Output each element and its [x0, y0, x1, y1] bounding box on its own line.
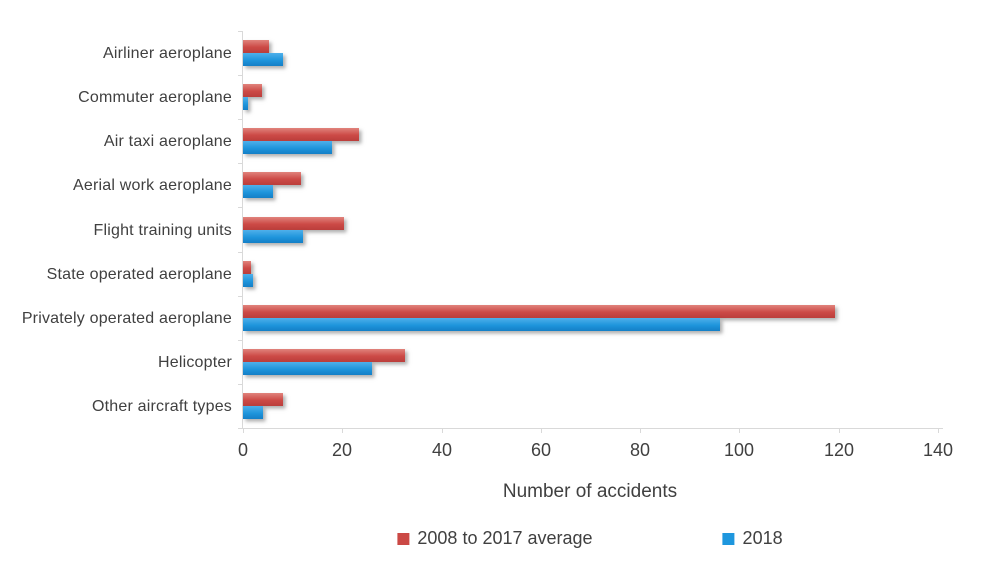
bar-2018	[243, 318, 720, 331]
bar-2018	[243, 230, 303, 243]
bar-2018	[243, 141, 332, 154]
x-tick-label: 20	[331, 440, 353, 460]
x-tick-label: 60	[530, 440, 552, 460]
x-axis-tick	[839, 428, 840, 433]
bar-2018	[243, 274, 253, 287]
legend-label-2018: 2018	[742, 528, 783, 548]
y-axis-tick	[238, 207, 242, 208]
x-axis-tick	[640, 428, 641, 433]
legend-item-2018: 2018	[722, 528, 783, 549]
category-label: Privately operated aeroplane	[21, 310, 232, 327]
bar-average	[243, 172, 301, 185]
x-axis-tick	[541, 428, 542, 433]
bar-average	[243, 217, 344, 230]
x-tick-label: 40	[431, 440, 453, 460]
bar-average	[243, 40, 269, 53]
bar-average	[243, 128, 359, 141]
y-axis-line	[242, 31, 243, 428]
y-axis-tick	[238, 296, 242, 297]
x-tick-label: 120	[823, 440, 855, 460]
bar-2018	[243, 406, 263, 419]
y-axis-tick	[238, 340, 242, 341]
category-label: Flight training units	[93, 222, 232, 239]
x-axis-tick	[342, 428, 343, 433]
y-axis-tick	[238, 252, 242, 253]
bar-average	[243, 261, 251, 274]
legend-swatch-blue-icon	[722, 532, 735, 545]
bar-average	[243, 84, 262, 97]
category-label: Commuter aeroplane	[78, 89, 232, 106]
legend-item-average: 2008 to 2017 average	[397, 528, 593, 549]
x-tick-label: 100	[723, 440, 755, 460]
y-axis-tick	[238, 119, 242, 120]
legend: 2008 to 2017 average 2018	[397, 528, 783, 549]
x-axis-title: Number of accidents	[502, 481, 678, 502]
x-axis-line	[238, 428, 943, 429]
legend-swatch-red-icon	[397, 532, 410, 545]
category-label: State operated aeroplane	[46, 266, 232, 283]
y-axis-tick	[238, 31, 242, 32]
bar-2018	[243, 362, 372, 375]
bar-2018	[243, 185, 273, 198]
category-label: Aerial work aeroplane	[73, 177, 232, 194]
bar-average	[243, 393, 283, 406]
x-axis-tick	[442, 428, 443, 433]
x-tick-label: 140	[922, 440, 954, 460]
bar-2018	[243, 53, 283, 66]
bar-average	[243, 305, 835, 318]
bar-2018	[243, 97, 248, 110]
bar-average	[243, 349, 405, 362]
y-axis-tick	[238, 163, 242, 164]
x-axis-tick	[938, 428, 939, 433]
category-label: Helicopter	[157, 354, 232, 371]
x-tick-label: 80	[629, 440, 651, 460]
category-label: Air taxi aeroplane	[103, 133, 232, 150]
x-axis-tick	[739, 428, 740, 433]
x-axis-tick	[243, 428, 244, 433]
y-axis-tick	[238, 75, 242, 76]
category-label: Other aircraft types	[91, 398, 232, 415]
legend-label-average: 2008 to 2017 average	[417, 528, 593, 548]
x-tick-label: 0	[237, 440, 249, 460]
y-axis-tick	[238, 384, 242, 385]
category-label: Airliner aeroplane	[102, 45, 232, 62]
